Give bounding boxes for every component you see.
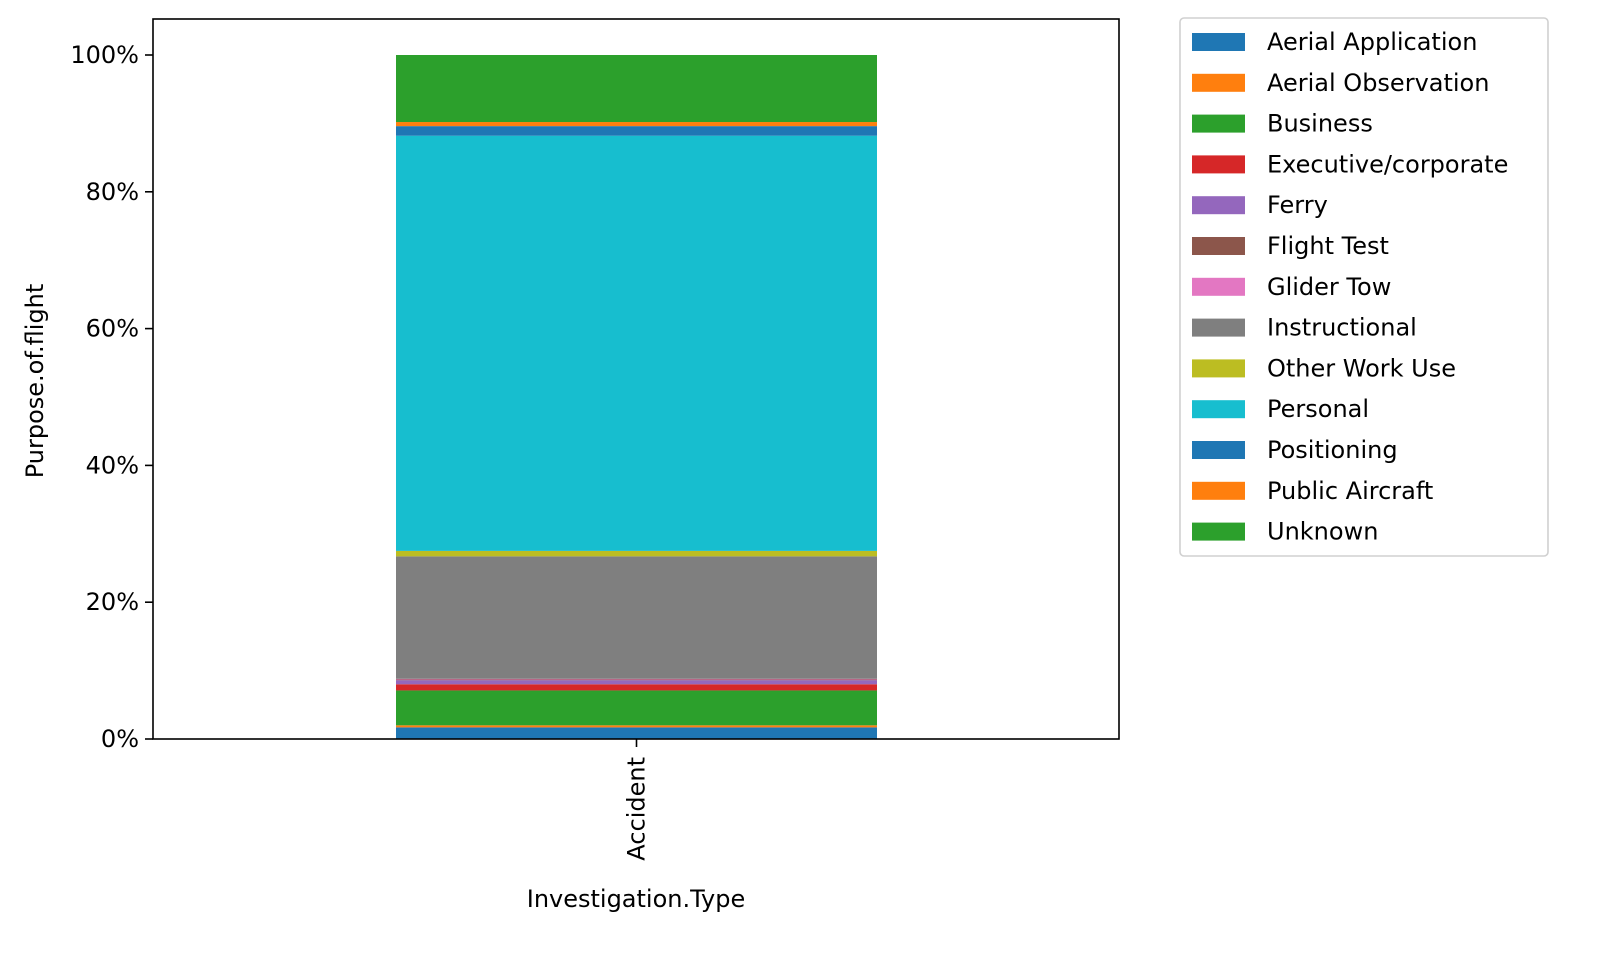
bar-segment-personal (396, 135, 877, 551)
legend-label: Other Work Use (1267, 354, 1456, 382)
legend-swatch (1192, 114, 1245, 133)
legend-label: Ferry (1267, 191, 1328, 219)
legend-swatch (1192, 237, 1245, 255)
y-tick-label: 100% (70, 41, 139, 69)
legend-label: Business (1267, 110, 1373, 138)
legend-label: Aerial Observation (1267, 69, 1489, 97)
bar-segment-business (396, 690, 877, 726)
legend-label: Flight Test (1267, 232, 1389, 260)
legend-swatch (1192, 400, 1245, 419)
legend-swatch (1192, 481, 1245, 500)
legend-label: Instructional (1267, 314, 1417, 342)
legend-swatch (1192, 73, 1245, 92)
bar-segment-positioning (396, 126, 877, 136)
bar-segment-ferry (396, 680, 877, 685)
legend-label: Positioning (1267, 436, 1398, 464)
bar-segment-flight-test (396, 679, 877, 681)
legend-frame (1179, 17, 1549, 557)
bar-segment-other-work-use (396, 550, 877, 557)
y-tick-label: 20% (86, 588, 139, 616)
x-axis: Accident (623, 739, 651, 861)
legend-label: Aerial Application (1267, 28, 1477, 56)
bar-segment-public-aircraft (396, 122, 877, 127)
y-tick-label: 40% (86, 451, 139, 479)
y-tick-label: 0% (101, 725, 139, 753)
y-axis-label: Purpose.of.flight (21, 284, 49, 479)
y-tick-label: 80% (86, 178, 139, 206)
bar-segment-instructional (396, 556, 877, 679)
x-axis-label: Investigation.Type (527, 885, 746, 913)
x-tick-label: Accident (623, 757, 651, 861)
legend-swatch (1192, 318, 1245, 337)
legend-swatch (1192, 359, 1245, 378)
legend-label: Unknown (1267, 518, 1378, 546)
legend-swatch (1192, 277, 1245, 296)
legend-swatch (1192, 196, 1245, 215)
legend-swatch (1192, 441, 1245, 459)
bar-segment-executive-corporate (396, 684, 877, 691)
bar-segment-glider-tow (396, 678, 877, 680)
legend-label: Personal (1267, 395, 1369, 423)
legend: Aerial Application Aerial Observation Busi… (1179, 17, 1549, 557)
legend-label: Public Aircraft (1267, 477, 1433, 505)
bar-segment-aerial-observation (396, 725, 877, 728)
bars-layer (396, 55, 877, 739)
legend-label: Glider Tow (1267, 273, 1391, 301)
legend-label: Executive/corporate (1267, 150, 1508, 178)
legend-swatch (1192, 522, 1245, 541)
bar-segment-unknown (396, 55, 877, 123)
legend-swatch (1192, 155, 1245, 174)
y-tick-label: 60% (86, 315, 139, 343)
y-axis: 0% 20% 40% 60% 80% 100% (70, 41, 153, 753)
bar-segment-aerial-application (396, 727, 877, 739)
legend-swatch (1192, 33, 1245, 51)
